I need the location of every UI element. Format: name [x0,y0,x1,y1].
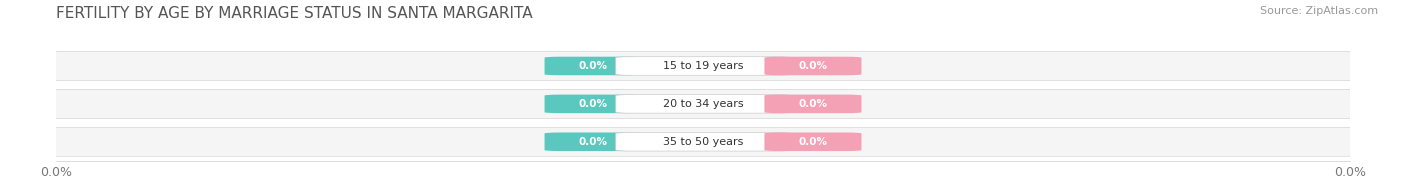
Text: 0.0%: 0.0% [578,99,607,109]
Text: Source: ZipAtlas.com: Source: ZipAtlas.com [1260,6,1378,16]
FancyBboxPatch shape [41,52,1367,80]
FancyBboxPatch shape [37,89,1369,119]
FancyBboxPatch shape [41,128,1367,156]
Text: FERTILITY BY AGE BY MARRIAGE STATUS IN SANTA MARGARITA: FERTILITY BY AGE BY MARRIAGE STATUS IN S… [56,6,533,21]
Text: 15 to 19 years: 15 to 19 years [662,61,744,71]
Text: 0.0%: 0.0% [799,61,828,71]
FancyBboxPatch shape [616,132,790,151]
Text: 0.0%: 0.0% [799,99,828,109]
FancyBboxPatch shape [544,132,641,151]
FancyBboxPatch shape [765,57,862,75]
FancyBboxPatch shape [544,95,641,113]
Text: 20 to 34 years: 20 to 34 years [662,99,744,109]
Text: 0.0%: 0.0% [799,137,828,147]
FancyBboxPatch shape [41,90,1367,118]
Text: 0.0%: 0.0% [578,137,607,147]
FancyBboxPatch shape [765,132,862,151]
Text: 0.0%: 0.0% [578,61,607,71]
FancyBboxPatch shape [37,51,1369,81]
FancyBboxPatch shape [616,57,790,75]
FancyBboxPatch shape [616,95,790,113]
Text: 35 to 50 years: 35 to 50 years [662,137,744,147]
FancyBboxPatch shape [765,95,862,113]
FancyBboxPatch shape [544,57,641,75]
FancyBboxPatch shape [37,127,1369,157]
